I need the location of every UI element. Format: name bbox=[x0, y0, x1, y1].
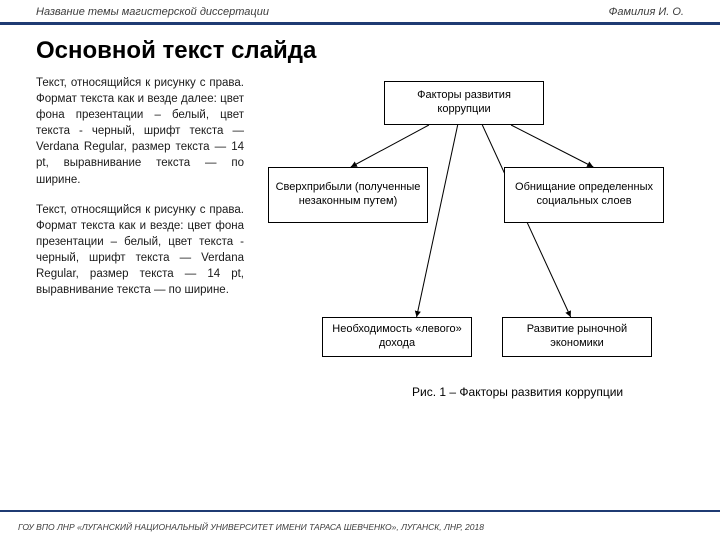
figure-caption: Рис. 1 – Факторы развития коррупции bbox=[412, 385, 623, 399]
content-area: Текст, относящийся к рисунку с права. Фо… bbox=[0, 75, 720, 415]
slide: Название темы магистерской диссертации Ф… bbox=[0, 0, 720, 540]
diagram-connectors bbox=[244, 75, 696, 415]
slide-header: Название темы магистерской диссертации Ф… bbox=[0, 0, 720, 22]
header-left: Название темы магистерской диссертации bbox=[36, 6, 269, 18]
diagram-edge-0 bbox=[351, 125, 429, 167]
slide-title: Основной текст слайда bbox=[0, 33, 720, 75]
paragraph-2: Текст, относящийся к рисунку с права. Фо… bbox=[36, 202, 244, 299]
header-right: Фамилия И. О. bbox=[609, 6, 684, 18]
diagram-edge-1 bbox=[511, 125, 593, 167]
diagram-node-bleft: Необходимость «левого» дохода bbox=[322, 317, 472, 357]
diagram-node-left: Сверхприбыли (полученные незаконным путе… bbox=[268, 167, 428, 223]
footer-text: ГОУ ВПО ЛНР «ЛУГАНСКИЙ НАЦИОНАЛЬНЫЙ УНИВ… bbox=[0, 522, 720, 532]
diagram-node-bright: Развитие рыночной экономики bbox=[502, 317, 652, 357]
diagram-node-right: Обнищание определенных социальных слоев bbox=[504, 167, 664, 223]
paragraph-1: Текст, относящийся к рисунку с права. Фо… bbox=[36, 75, 244, 188]
body-text-column: Текст, относящийся к рисунку с права. Фо… bbox=[36, 75, 244, 415]
footer-divider bbox=[0, 510, 720, 512]
diagram: Факторы развития коррупции Сверхприбыли (… bbox=[244, 75, 696, 415]
header-divider bbox=[0, 22, 720, 25]
diagram-node-root: Факторы развития коррупции bbox=[384, 81, 544, 125]
